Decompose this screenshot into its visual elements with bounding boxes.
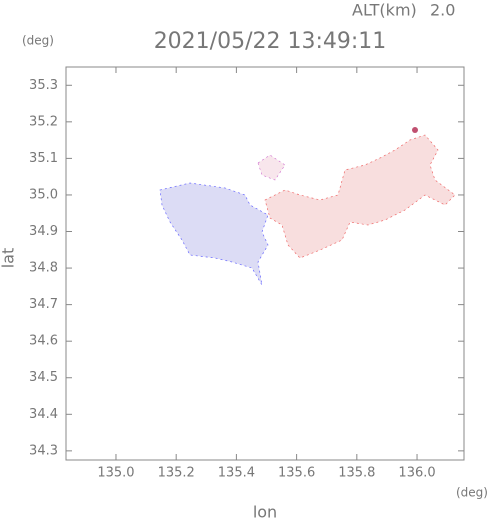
y-tick-label: 34.3 <box>29 443 58 458</box>
x-tick-label: 135.6 <box>278 466 315 481</box>
altitude-label: ALT(km) <box>352 1 417 20</box>
y-tick-label: 35.0 <box>29 187 58 202</box>
x-tick-label: 135.4 <box>218 466 255 481</box>
x-tick-label: 135.0 <box>97 466 134 481</box>
x-tick-label: 135.8 <box>338 466 375 481</box>
y-tick-label: 34.8 <box>29 261 58 276</box>
y-unit: (deg) <box>22 34 54 48</box>
x-axis-label: lon <box>253 503 277 521</box>
chart-title: 2021/05/22 13:49:11 <box>154 29 387 54</box>
y-tick-label: 34.6 <box>29 334 58 349</box>
x-unit: (deg) <box>456 486 488 500</box>
y-tick-label: 35.2 <box>29 114 58 129</box>
plot-frame <box>65 66 465 461</box>
y-tick-label: 34.4 <box>29 407 58 422</box>
echo-blue <box>159 182 269 286</box>
x-tick-label: 136.0 <box>398 466 435 481</box>
y-axis-label: lat <box>0 248 18 269</box>
y-tick-label: 34.9 <box>29 224 58 239</box>
echo-red <box>257 127 456 259</box>
y-tick-label: 34.5 <box>29 370 58 385</box>
y-tick-label: 35.1 <box>29 151 58 166</box>
altitude-value: 2.0 <box>430 1 455 20</box>
y-tick-label: 35.3 <box>29 78 58 93</box>
y-tick-label: 34.7 <box>29 297 58 312</box>
x-tick-label: 135.2 <box>158 466 195 481</box>
